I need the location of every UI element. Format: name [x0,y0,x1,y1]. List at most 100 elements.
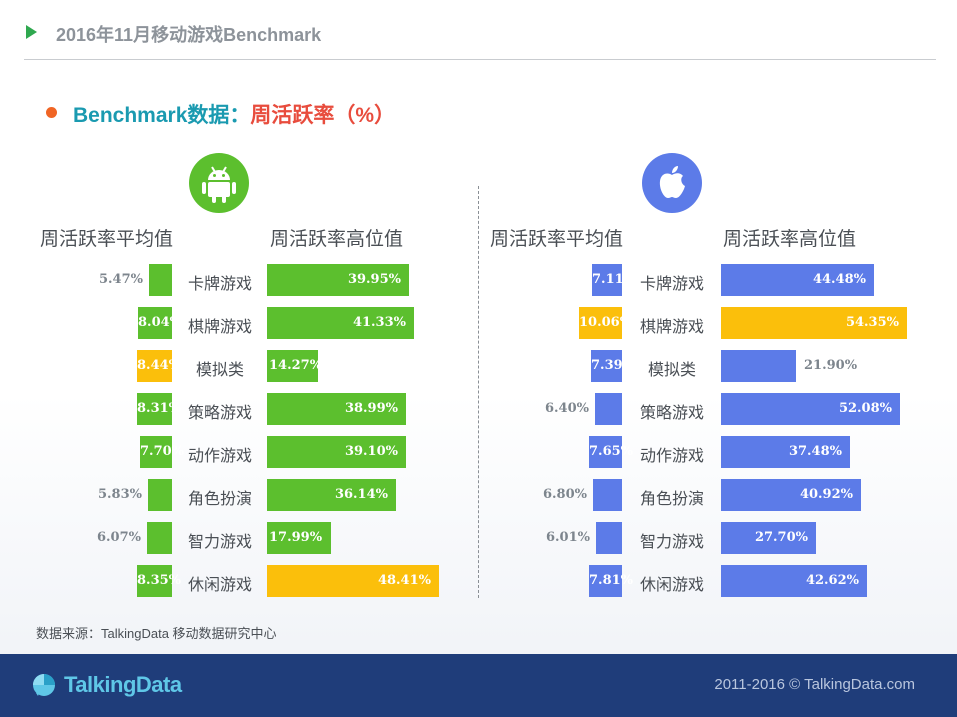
android-high-label: 39.95% [347,272,401,287]
android-avg-bar [138,307,172,339]
android-category-label: 休闲游戏 [187,577,252,594]
ios-high-header: 周活跃率高位值 [723,229,857,250]
android-category-label: 角色扮演 [187,491,252,508]
ios-avg-header: 周活跃率平均值 [490,229,624,250]
android-avg-label: 7.70% [140,444,185,459]
android-avg-label: 8.35% [137,573,182,588]
ios-avg-bar [591,350,622,382]
android-avg-label: 5.83% [97,487,142,502]
ios-high-bar [721,307,907,339]
ios-category-label: 模拟类 [647,362,696,379]
android-high-label: 14.27% [269,358,323,373]
android-high-bar [267,565,439,597]
ios-avg-label: 6.40% [544,401,589,416]
android-high-bar [267,479,396,511]
android-high-bar [267,350,318,382]
header-triangle-icon [26,25,37,39]
apple-icon [642,153,702,213]
android-high-bar [267,522,331,554]
android-high-bar [267,307,414,339]
logo-icon [33,674,55,696]
android-icon [189,153,249,213]
android-avg-bar [137,565,172,597]
ios-high-label: 21.90% [804,358,858,373]
ios-avg-label: 7.11% [592,272,637,287]
android-high-label: 48.41% [377,573,431,588]
ios-high-bar [721,522,816,554]
android-category-label: 策略游戏 [187,405,252,422]
ios-high-bar [721,264,874,296]
android-high-label: 39.10% [344,444,398,459]
android-high-bar [267,264,409,296]
ios-category-label: 休闲游戏 [639,577,704,594]
android-avg-bar [140,436,172,468]
ios-avg-label: 6.01% [545,530,590,545]
android-avg-header: 周活跃率平均值 [40,229,174,250]
android-category-label: 动作游戏 [187,448,252,465]
android-avg-label: 8.44% [137,358,182,373]
ios-category-label: 角色扮演 [639,491,704,508]
ios-high-label: 52.08% [838,401,892,416]
ios-high-bar [721,565,867,597]
subtitle-part2: 周活跃率（%） [250,104,396,127]
android-category-label: 模拟类 [195,362,244,379]
android-high-label: 36.14% [334,487,388,502]
ios-avg-label: 7.39% [591,358,636,373]
ios-category-label: 棋牌游戏 [639,319,704,336]
ios-high-bar [721,436,850,468]
ios-avg-bar [579,307,622,339]
logo: TalkingData [30,667,182,703]
ios-avg-label: 6.80% [542,487,587,502]
android-avg-label: 8.31% [137,401,182,416]
android-avg-bar [137,393,172,425]
copyright: 2011-2016 © TalkingData.com [714,676,915,693]
ios-avg-bar [593,479,622,511]
ios-category-label: 策略游戏 [639,405,704,422]
ios-high-bar [721,393,900,425]
ios-high-label: 54.35% [845,315,899,330]
subtitle-part1: Benchmark数据： [73,104,251,127]
ios-high-label: 44.48% [812,272,866,287]
android-avg-bar [149,264,172,296]
footer: TalkingData 2011-2016 © TalkingData.com [0,654,957,717]
chart-subtitle: Benchmark数据：周活跃率（%） [73,99,395,129]
android-high-bar [267,393,406,425]
android-high-label: 38.99% [344,401,398,416]
ios-high-bar [721,479,861,511]
android-high-label: 17.99% [269,530,323,545]
ios-avg-bar [595,393,622,425]
bullet-dot-icon [46,107,57,118]
android-high-header: 周活跃率高位值 [270,229,404,250]
ios-avg-bar [592,264,622,296]
ios-avg-label: 7.65% [589,444,634,459]
ios-high-label: 27.70% [754,530,808,545]
ios-high-bar [721,350,796,382]
android-avg-label: 5.47% [98,272,143,287]
platform-divider [478,186,479,598]
android-avg-label: 8.04% [138,315,183,330]
data-source: 数据来源：TalkingData 移动数据研究中心 [36,626,277,641]
ios-high-label: 37.48% [788,444,842,459]
android-category-label: 卡牌游戏 [187,276,252,293]
ios-avg-label: 7.81% [589,573,634,588]
ios-high-label: 40.92% [799,487,853,502]
header-divider [24,59,936,60]
android-avg-bar [137,350,172,382]
android-high-label: 41.33% [352,315,406,330]
ios-avg-bar [589,436,622,468]
android-avg-label: 6.07% [96,530,141,545]
ios-avg-label: 10.06% [579,315,633,330]
android-avg-bar [148,479,172,511]
android-category-label: 棋牌游戏 [187,319,252,336]
logo-text: TalkingData [64,672,182,697]
android-avg-bar [147,522,172,554]
page-title: 2016年11月移动游戏Benchmark [56,25,322,45]
ios-category-label: 动作游戏 [639,448,704,465]
ios-high-label: 42.62% [805,573,859,588]
android-category-label: 智力游戏 [187,534,252,551]
ios-category-label: 智力游戏 [639,534,704,551]
ios-avg-bar [596,522,622,554]
ios-avg-bar [589,565,622,597]
ios-category-label: 卡牌游戏 [639,276,704,293]
android-high-bar [267,436,406,468]
